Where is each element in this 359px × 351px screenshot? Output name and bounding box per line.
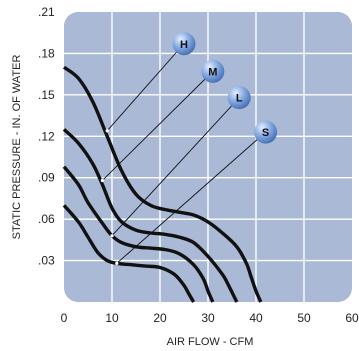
x-tick-label: 50	[297, 311, 311, 325]
y-tick-label: .09	[38, 171, 55, 185]
bubble-label: M	[208, 66, 217, 78]
y-tick-label: .15	[38, 88, 55, 102]
y-tick-label: .21	[38, 5, 55, 19]
x-tick-label: 60	[345, 311, 359, 325]
bubble-m: M	[201, 60, 224, 83]
y-tick-label: .03	[38, 254, 55, 268]
x-tick-label: 30	[201, 311, 215, 325]
y-tick-label: .12	[38, 129, 55, 143]
bubble-h: H	[173, 32, 196, 55]
x-tick-label: 40	[249, 311, 263, 325]
x-axis-ticks: 0 10 20 30 40 50 60	[61, 311, 359, 325]
y-axis-ticks: .03 .06 .09 .12 .15 .18 .21	[38, 5, 55, 268]
bubble-s: S	[254, 121, 277, 144]
y-axis-label: STATIC PRESSURE - IN. OF WATER	[11, 55, 23, 240]
x-tick-label: 0	[61, 311, 68, 325]
bubble-l: L	[228, 86, 251, 109]
leader-point-s	[115, 262, 118, 265]
y-tick-label: .06	[38, 212, 55, 226]
x-tick-label: 20	[153, 311, 167, 325]
leader-point-l	[110, 234, 113, 237]
leader-point-h	[106, 129, 109, 132]
bubble-label: S	[262, 127, 269, 139]
bubble-label: L	[236, 93, 243, 105]
y-tick-label: .18	[38, 46, 55, 60]
bubble-label: H	[180, 39, 188, 51]
x-axis-label: AIR FLOW - CFM	[167, 336, 254, 348]
x-tick-label: 10	[105, 311, 119, 325]
leader-point-m	[101, 179, 104, 182]
